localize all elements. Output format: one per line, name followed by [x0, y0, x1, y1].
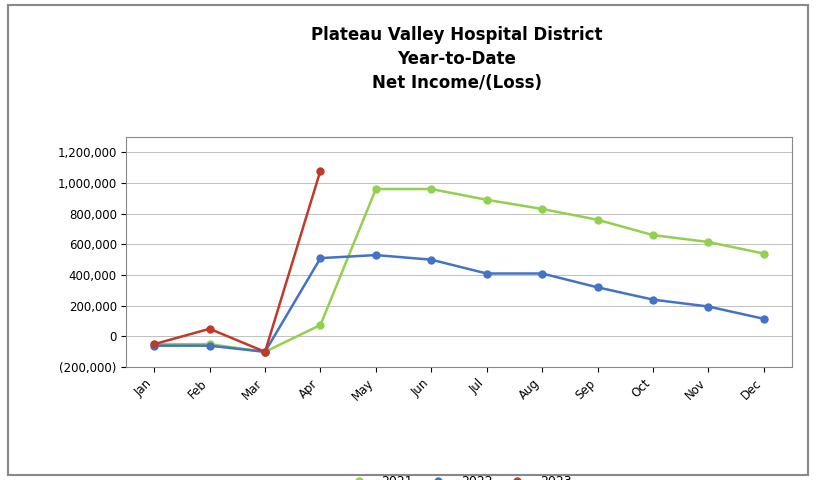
2021: [371, 186, 381, 192]
2021: [592, 217, 602, 223]
2022: [371, 252, 381, 258]
Line: 2022: 2022: [151, 252, 767, 355]
2021: [703, 239, 713, 245]
2022: [481, 271, 491, 276]
2022: [537, 271, 547, 276]
Text: Plateau Valley Hospital District: Plateau Valley Hospital District: [311, 26, 603, 45]
2023: [149, 341, 159, 347]
2021: [427, 186, 437, 192]
2022: [648, 297, 658, 302]
2022: [703, 304, 713, 310]
2021: [260, 349, 270, 355]
2022: [260, 349, 270, 355]
2022: [205, 343, 215, 348]
Text: Net Income/(Loss): Net Income/(Loss): [372, 74, 542, 93]
2021: [537, 206, 547, 212]
2022: [149, 343, 159, 348]
2022: [759, 316, 769, 322]
2022: [427, 257, 437, 263]
2021: [205, 341, 215, 347]
2022: [316, 255, 326, 261]
Line: 2021: 2021: [151, 186, 767, 355]
2021: [316, 322, 326, 328]
2022: [592, 285, 602, 290]
2021: [648, 232, 658, 238]
2021: [481, 197, 491, 203]
2023: [260, 349, 270, 355]
2023: [205, 326, 215, 332]
2023: [316, 168, 326, 173]
Legend: 2021, 2022, 2023: 2021, 2022, 2023: [342, 470, 576, 480]
Text: Year-to-Date: Year-to-Date: [397, 50, 517, 68]
2021: [759, 251, 769, 256]
2021: [149, 341, 159, 347]
Line: 2023: 2023: [151, 167, 324, 355]
